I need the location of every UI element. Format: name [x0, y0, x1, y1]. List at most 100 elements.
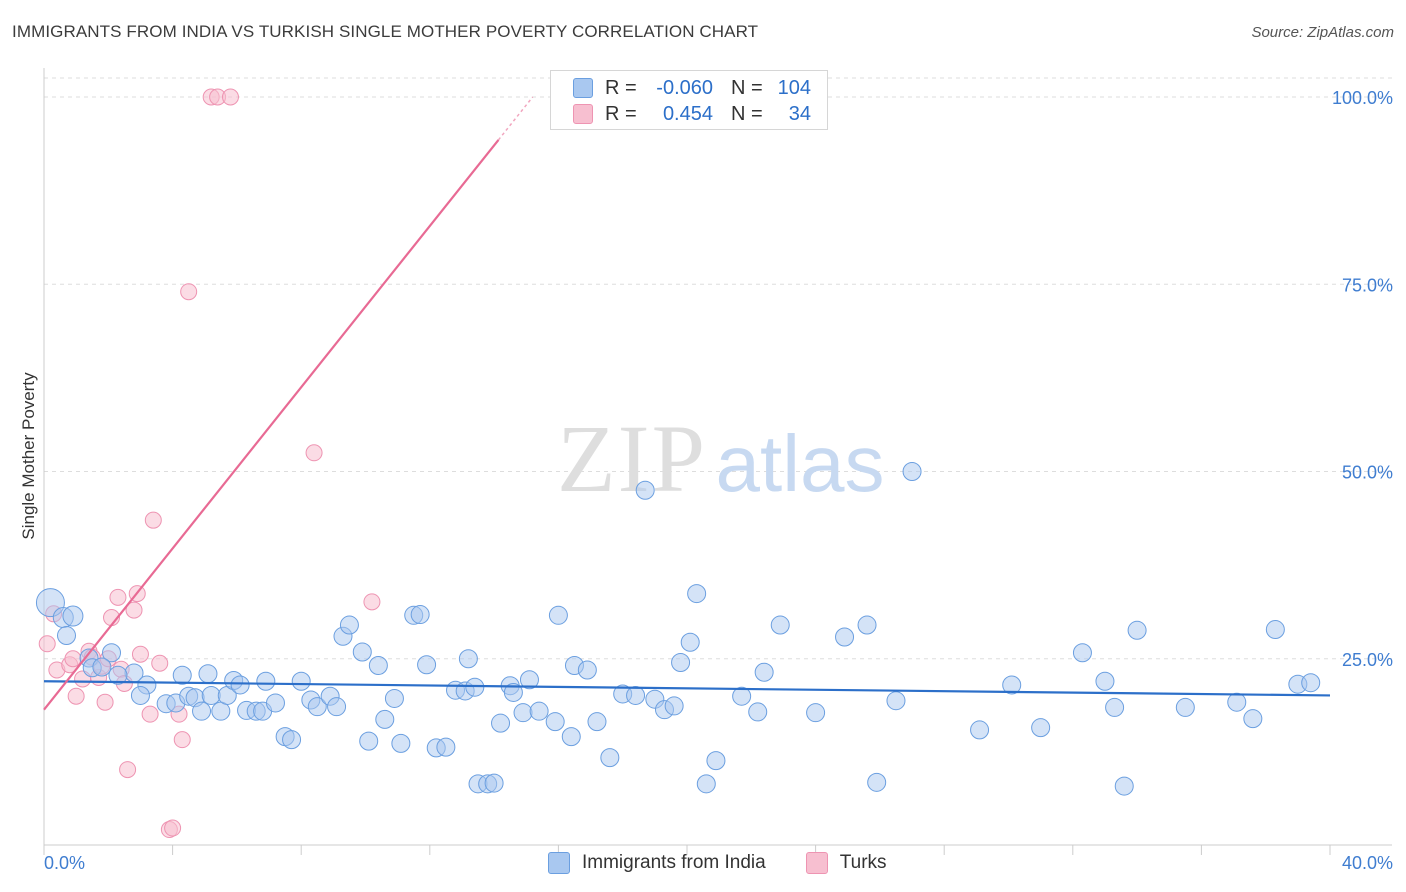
india-point: [561, 727, 581, 747]
india-point: [92, 657, 112, 677]
axes: [43, 68, 1392, 855]
india-point: [1175, 697, 1195, 717]
turks-trend-line: [43, 139, 500, 711]
turks-point: [67, 687, 85, 705]
india-point: [265, 693, 285, 713]
india-point: [256, 671, 276, 691]
india-point: [886, 691, 906, 711]
trend-lines: [43, 96, 1331, 711]
india-point: [359, 731, 379, 751]
india-point: [970, 720, 990, 740]
india-point: [806, 703, 826, 723]
turks-point: [164, 819, 182, 837]
india-point: [230, 675, 250, 695]
turks-point: [38, 635, 56, 653]
turks-point: [173, 731, 191, 749]
india-point: [577, 660, 597, 680]
india-point: [307, 697, 327, 717]
r-label: R =: [605, 102, 637, 125]
india-point: [375, 709, 395, 729]
india-swatch: [573, 78, 593, 98]
india-point: [545, 712, 565, 732]
turks-point: [141, 705, 159, 723]
turks-point: [131, 645, 149, 663]
india-point: [732, 686, 752, 706]
turks-point: [180, 283, 198, 301]
india-point: [519, 670, 539, 690]
legend-item-turks: Turks: [805, 852, 887, 874]
chart-title: IMMIGRANTS FROM INDIA VS TURKISH SINGLE …: [12, 22, 759, 41]
legend-row-india: R = -0.060 N = 104: [573, 75, 811, 101]
india-point: [201, 685, 221, 705]
legend-row-turks: R = 0.454 N = 34: [573, 101, 811, 127]
watermark-zip: ZIP: [557, 405, 707, 512]
r-value-turks: 0.454: [662, 102, 713, 125]
india-point: [1105, 697, 1125, 717]
india-point: [587, 712, 607, 732]
tick-labels: 25.0% 50.0% 75.0% 100.0% 0.0% 40.0%: [44, 88, 1393, 873]
n-label: N =: [731, 102, 763, 125]
india-point: [770, 615, 790, 635]
india-point: [1227, 692, 1247, 712]
turks-point: [151, 654, 169, 672]
r-value-india: -0.060: [656, 76, 713, 99]
turks-points: [38, 88, 381, 839]
india-point: [1243, 709, 1263, 729]
india-point: [503, 682, 523, 702]
india-point: [1265, 620, 1285, 640]
india-point: [748, 702, 768, 722]
india-point: [635, 480, 655, 500]
n-value-india: 104: [777, 76, 811, 99]
india-legend-label: Immigrants from India: [582, 852, 766, 873]
india-point: [417, 655, 437, 675]
turks-point: [119, 761, 137, 779]
india-point: [130, 685, 150, 705]
turks-swatch: [573, 104, 593, 124]
india-point: [680, 632, 700, 652]
y-tick-label: 100.0%: [1332, 88, 1393, 108]
india-point: [696, 774, 716, 794]
y-tick-label: 25.0%: [1342, 650, 1393, 670]
turks-trend-extension: [497, 96, 534, 141]
india-point: [857, 615, 877, 635]
y-axis-label: Single Mother Poverty: [19, 372, 38, 540]
india-point: [664, 696, 684, 716]
india-point: [465, 677, 485, 697]
turks-legend-label: Turks: [839, 852, 887, 873]
india-point: [62, 605, 84, 627]
india-point: [339, 615, 359, 635]
india-point: [391, 733, 411, 753]
india-point: [626, 685, 646, 705]
india-points: [35, 462, 1321, 796]
india-point: [410, 605, 430, 625]
india-point: [600, 748, 620, 768]
india-point: [835, 627, 855, 647]
india-point: [754, 662, 774, 682]
india-point: [529, 701, 549, 721]
y-tick-label: 50.0%: [1342, 463, 1393, 483]
india-point: [192, 701, 212, 721]
india-point: [1095, 671, 1115, 691]
india-point: [1002, 675, 1022, 695]
legend-item-india: Immigrants from India: [548, 852, 766, 874]
india-trend-line: [43, 680, 1331, 697]
turks-point: [96, 693, 114, 711]
x-tick-label: 40.0%: [1342, 853, 1393, 873]
n-label: N =: [731, 76, 763, 99]
turks-point: [144, 511, 162, 529]
r-label: R =: [605, 76, 637, 99]
india-point: [102, 643, 122, 663]
india-point: [352, 642, 372, 662]
source-label: Source: ZipAtlas.com: [1251, 24, 1394, 41]
turks-point: [64, 650, 82, 668]
india-point: [484, 773, 504, 793]
turks-point: [221, 88, 239, 106]
turks-legend-swatch: [805, 852, 828, 874]
india-point: [291, 671, 311, 691]
india-point: [57, 626, 77, 646]
india-point: [902, 462, 922, 481]
india-point: [384, 688, 404, 708]
india-point: [687, 584, 707, 604]
india-point: [327, 697, 347, 717]
series-legend: Immigrants from India Turks: [548, 852, 927, 874]
